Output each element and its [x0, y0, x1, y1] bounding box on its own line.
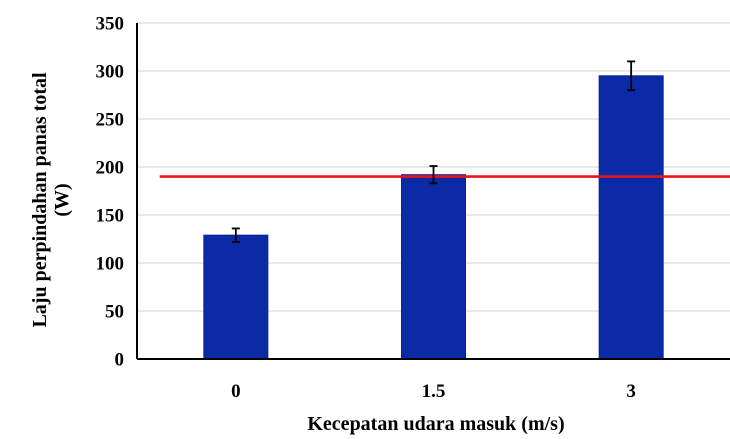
error-bar [627, 60, 636, 92]
y-tick-label: 200 [96, 158, 125, 179]
bars [203, 75, 664, 360]
x-axis-title: Kecepatan udara masuk (m/s) [307, 413, 564, 435]
bar [401, 174, 466, 360]
x-tick-label: 1.5 [422, 381, 446, 402]
y-tick-label: 100 [96, 254, 125, 275]
x-tick-label: 0 [231, 381, 241, 402]
y-tick-label: 50 [105, 302, 124, 323]
y-tick-label: 350 [96, 14, 125, 35]
y-tick-label: 250 [96, 110, 125, 131]
y-tick-label: 0 [115, 350, 125, 371]
y-tick-label: 300 [96, 62, 125, 83]
y-axis-title-line-1: Laju perpindahan panas total [29, 72, 51, 328]
error-bar [231, 227, 240, 243]
error-bar [429, 165, 438, 185]
y-tick-label: 150 [96, 206, 125, 227]
x-tick-label: 3 [626, 381, 636, 402]
bar [598, 75, 664, 360]
x-tick-labels: 0 1.5 3 [231, 381, 636, 402]
y-axis-title: Laju perpindahan panas total (W) [29, 72, 73, 328]
y-axis-title-line-2: (W) [51, 183, 73, 216]
axes [136, 23, 730, 360]
y-tick-labels: 0 50 100 150 200 250 300 350 [96, 14, 125, 371]
bar [203, 234, 269, 360]
error-bars [231, 60, 636, 243]
